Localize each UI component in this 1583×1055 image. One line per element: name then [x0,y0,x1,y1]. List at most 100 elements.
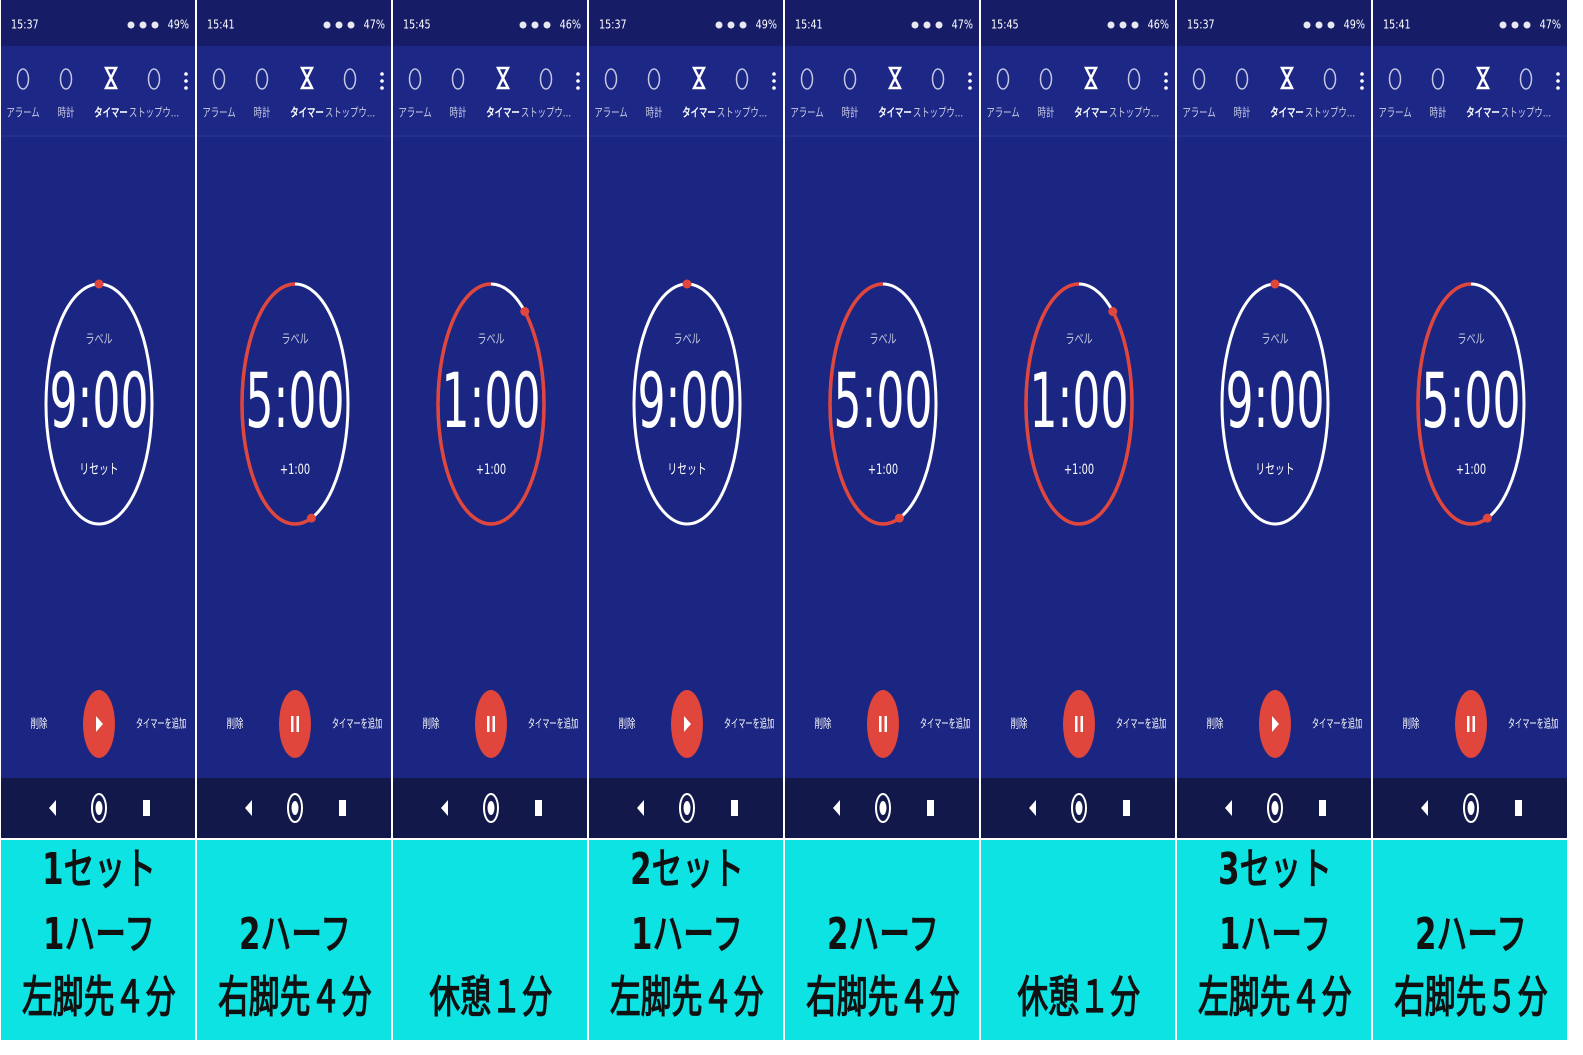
delete-button[interactable]: 削除 [1207,716,1224,731]
nav-home[interactable] [287,793,303,823]
tab-label[interactable]: タイマー [290,106,324,120]
timer-action[interactable]: +1:00 [476,461,506,477]
more-menu-dot [968,72,972,76]
delete-button[interactable]: 削除 [31,716,48,731]
play-pause-button[interactable] [1455,690,1487,758]
nav-back[interactable] [49,800,56,816]
add-timer-button[interactable]: タイマーを追加 [920,716,970,732]
tab-label[interactable]: ストップウ… [325,106,375,120]
nav-home[interactable] [91,793,107,823]
tab-label[interactable]: タイマー [682,106,716,120]
nav-recents[interactable] [143,800,150,816]
more-menu-dot [772,86,776,90]
add-timer-button[interactable]: タイマーを追加 [332,716,382,732]
timer-action[interactable]: +1:00 [1064,461,1094,477]
timer-action[interactable]: リセット [1255,461,1294,477]
delete-button[interactable]: 削除 [423,716,440,731]
nav-recents[interactable] [1515,800,1522,816]
nav-home[interactable] [1463,793,1479,823]
play-icon [684,716,691,732]
nav-home[interactable] [1267,793,1283,823]
nav-recents[interactable] [927,800,934,816]
timer-action[interactable]: リセット [79,461,118,477]
tab-label[interactable]: 時計 [842,105,859,120]
nav-recents[interactable] [1319,800,1326,816]
tab-label[interactable]: タイマー [1074,106,1108,120]
delete-button[interactable]: 削除 [1403,716,1420,731]
tab-label[interactable]: アラーム [398,106,431,120]
delete-button[interactable]: 削除 [815,716,832,731]
pause-icon [884,716,887,732]
play-pause-button[interactable] [867,690,899,758]
delete-button[interactable]: 削除 [227,716,244,731]
tab-label[interactable]: アラーム [1378,106,1411,120]
tab-label[interactable]: アラーム [594,106,627,120]
tab-label[interactable]: 時計 [1234,105,1251,120]
nav-recents[interactable] [535,800,542,816]
nav-back[interactable] [833,800,840,816]
tab-label[interactable]: タイマー [94,106,128,120]
status-icon [347,21,355,29]
tab-label[interactable]: ストップウ… [1501,106,1551,120]
tab-label[interactable]: 時計 [450,105,467,120]
timer-action[interactable]: リセット [667,461,706,477]
nav-back[interactable] [637,800,644,816]
tab-label[interactable]: アラーム [790,106,823,120]
play-pause-button[interactable] [475,690,507,758]
nav-home[interactable] [483,793,499,823]
play-pause-button[interactable] [279,690,311,758]
tab-label[interactable]: タイマー [878,106,912,120]
status-icon [715,21,723,29]
nav-back[interactable] [441,800,448,816]
nav-home[interactable] [875,793,891,823]
nav-home[interactable] [679,793,695,823]
tab-label[interactable]: アラーム [986,106,1019,120]
battery-level: 46% [560,17,581,31]
pause-icon [1080,716,1083,732]
add-timer-button[interactable]: タイマーを追加 [528,716,578,732]
add-timer-button[interactable]: タイマーを追加 [1312,716,1362,732]
tab-label[interactable]: ストップウ… [521,106,571,120]
nav-recents[interactable] [339,800,346,816]
tab-icon [451,68,465,90]
play-pause-button[interactable] [1063,690,1095,758]
delete-button[interactable]: 削除 [619,716,636,731]
status-bar [589,0,783,46]
nav-home[interactable] [1071,793,1087,823]
tab-label[interactable]: 時計 [646,105,663,120]
tab-label[interactable]: タイマー [1270,106,1304,120]
tab-label[interactable]: 時計 [1430,105,1447,120]
more-menu-dot [184,86,188,90]
nav-back[interactable] [1421,800,1428,816]
nav-back[interactable] [245,800,252,816]
tab-label[interactable]: 時計 [58,105,75,120]
add-timer-button[interactable]: タイマーを追加 [136,716,186,732]
timer-action[interactable]: +1:00 [280,461,310,477]
add-timer-button[interactable]: タイマーを追加 [1116,716,1166,732]
nav-recents[interactable] [731,800,738,816]
add-timer-button[interactable]: タイマーを追加 [1508,716,1558,732]
add-timer-button[interactable]: タイマーを追加 [724,716,774,732]
more-menu-dot [772,72,776,76]
delete-button[interactable]: 削除 [1011,716,1028,731]
battery-level: 47% [364,17,385,31]
tab-label[interactable]: 時計 [1038,105,1055,120]
tab-label[interactable]: タイマー [486,106,520,120]
tab-label[interactable]: ストップウ… [1109,106,1159,120]
tab-label[interactable]: アラーム [6,106,39,120]
timer-action[interactable]: +1:00 [868,461,898,477]
tab-label[interactable]: タイマー [1466,106,1500,120]
tab-label[interactable]: アラーム [1182,106,1215,120]
tab-label[interactable]: ストップウ… [1305,106,1355,120]
nav-back[interactable] [1225,800,1232,816]
tab-label[interactable]: ストップウ… [717,106,767,120]
tab-icon [147,68,161,90]
tab-label[interactable]: アラーム [202,106,235,120]
nav-recents[interactable] [1123,800,1130,816]
nav-back[interactable] [1029,800,1036,816]
tab-label[interactable]: 時計 [254,105,271,120]
timer-action[interactable]: +1:00 [1456,461,1486,477]
tab-label[interactable]: ストップウ… [913,106,963,120]
tab-label[interactable]: ストップウ… [129,106,179,120]
